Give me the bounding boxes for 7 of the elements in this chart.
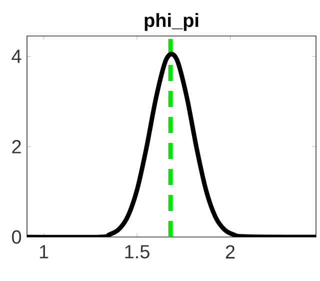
x-tick-label: 1.5 [125,245,150,258]
x-tick-label: 1 [40,245,48,258]
x-tick-label: 2 [226,245,235,258]
y-tick-label: 4 [12,50,22,63]
y-tick-label: 2 [12,140,21,154]
y-tick-label: 0 [12,230,22,244]
chart-title: phi_pi [144,13,198,31]
